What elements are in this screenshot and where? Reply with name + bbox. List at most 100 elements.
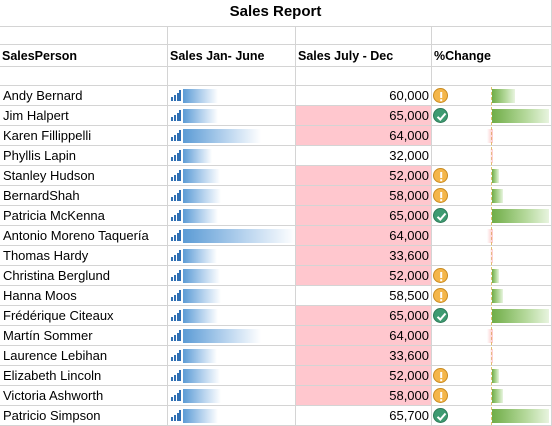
positive-change-bar <box>492 369 499 383</box>
header-sales-jan-june[interactable]: Sales Jan- June <box>168 45 296 67</box>
change-axis-line <box>491 367 492 385</box>
percent-change-cell[interactable] <box>432 106 552 126</box>
salesperson-cell[interactable]: Karen Fillippelli <box>0 126 168 146</box>
change-axis-line <box>491 127 492 145</box>
percent-change-cell[interactable] <box>432 146 552 166</box>
percent-change-cell[interactable] <box>432 366 552 386</box>
report-title[interactable]: Sales Report <box>0 0 552 27</box>
sales-jan-june-cell[interactable] <box>168 206 296 226</box>
percent-change-cell[interactable] <box>432 406 552 426</box>
sales-jan-june-cell[interactable] <box>168 366 296 386</box>
sales-july-dec-cell[interactable]: 52,000 <box>296 366 432 386</box>
sales-july-dec-cell[interactable]: 65,700 <box>296 406 432 426</box>
sales-data-bar <box>183 269 220 283</box>
sales-july-dec-cell[interactable]: 64,000 <box>296 226 432 246</box>
percent-change-cell[interactable] <box>432 346 552 366</box>
sales-july-dec-cell[interactable]: 58,000 <box>296 386 432 406</box>
sales-jan-june-cell[interactable] <box>168 126 296 146</box>
blank-cell[interactable] <box>432 27 552 45</box>
salesperson-cell[interactable]: Laurence Lebihan <box>0 346 168 366</box>
change-axis-line <box>491 87 492 105</box>
sales-jan-june-cell[interactable] <box>168 146 296 166</box>
sales-jan-june-cell[interactable] <box>168 226 296 246</box>
sales-july-dec-cell[interactable]: 64,000 <box>296 126 432 146</box>
salesperson-cell[interactable]: Antonio Moreno Taquería <box>0 226 168 246</box>
positive-change-bar <box>492 209 549 223</box>
salesperson-cell[interactable]: Christina Berglund <box>0 266 168 286</box>
sales-jan-june-cell[interactable] <box>168 346 296 366</box>
percent-change-cell[interactable] <box>432 306 552 326</box>
percent-change-cell[interactable] <box>432 246 552 266</box>
sales-jan-june-cell[interactable] <box>168 266 296 286</box>
blank-cell[interactable] <box>0 67 168 86</box>
sales-july-dec-cell[interactable]: 58,000 <box>296 186 432 206</box>
salesperson-cell[interactable]: Thomas Hardy <box>0 246 168 266</box>
salesperson-cell[interactable]: Martín Sommer <box>0 326 168 346</box>
blank-cell[interactable] <box>296 27 432 45</box>
salesperson-cell[interactable]: BernardShah <box>0 186 168 206</box>
header-sales-july-dec[interactable]: Sales July - Dec <box>296 45 432 67</box>
sales-july-dec-cell[interactable]: 58,500 <box>296 286 432 306</box>
sales-jan-june-cell[interactable] <box>168 246 296 266</box>
positive-change-bar <box>492 109 549 123</box>
header-salesperson[interactable]: SalesPerson <box>0 45 168 67</box>
salesperson-cell[interactable]: Patricio Simpson <box>0 406 168 426</box>
sales-jan-june-cell[interactable] <box>168 326 296 346</box>
salesperson-cell[interactable]: Andy Bernard <box>0 86 168 106</box>
salesperson-cell[interactable]: Elizabeth Lincoln <box>0 366 168 386</box>
sales-jan-june-cell[interactable] <box>168 286 296 306</box>
sales-jan-june-cell[interactable] <box>168 86 296 106</box>
salesperson-cell[interactable]: Hanna Moos <box>0 286 168 306</box>
salesperson-cell[interactable]: Frédérique Citeaux <box>0 306 168 326</box>
change-axis-line <box>491 307 492 325</box>
salesperson-cell[interactable]: Phyllis Lapin <box>0 146 168 166</box>
sales-july-dec-cell[interactable]: 32,000 <box>296 146 432 166</box>
blank-cell[interactable] <box>0 27 168 45</box>
sales-jan-june-cell[interactable] <box>168 186 296 206</box>
bar-chart-icon <box>171 250 181 261</box>
header-percent-change[interactable]: %Change <box>432 45 552 67</box>
change-axis-line <box>491 247 492 265</box>
sales-july-dec-cell[interactable]: 60,000 <box>296 86 432 106</box>
sales-july-dec-cell[interactable]: 52,000 <box>296 166 432 186</box>
change-axis-line <box>491 267 492 285</box>
percent-change-cell[interactable] <box>432 326 552 346</box>
sales-jan-june-cell[interactable] <box>168 386 296 406</box>
sales-july-dec-cell[interactable]: 65,000 <box>296 106 432 126</box>
sales-jan-june-cell[interactable] <box>168 166 296 186</box>
blank-cell[interactable] <box>432 67 552 86</box>
sales-july-dec-cell[interactable]: 65,000 <box>296 306 432 326</box>
percent-change-cell[interactable] <box>432 86 552 106</box>
sales-data-bar <box>183 189 221 203</box>
sales-july-dec-cell[interactable]: 52,000 <box>296 266 432 286</box>
sales-jan-june-cell[interactable] <box>168 406 296 426</box>
percent-change-cell[interactable] <box>432 286 552 306</box>
percent-change-cell[interactable] <box>432 386 552 406</box>
salesperson-cell[interactable]: Patricia McKenna <box>0 206 168 226</box>
percent-change-cell[interactable] <box>432 226 552 246</box>
change-axis-line <box>491 347 492 365</box>
sales-data-bar <box>183 209 218 223</box>
bar-chart-icon <box>171 270 181 281</box>
sales-july-dec-cell[interactable]: 33,600 <box>296 346 432 366</box>
salesperson-cell[interactable]: Stanley Hudson <box>0 166 168 186</box>
percent-change-cell[interactable] <box>432 126 552 146</box>
negative-change-bar <box>487 129 493 143</box>
percent-change-cell[interactable] <box>432 186 552 206</box>
sales-jan-june-cell[interactable] <box>168 306 296 326</box>
sales-jan-june-cell[interactable] <box>168 106 296 126</box>
blank-cell[interactable] <box>168 27 296 45</box>
percent-change-cell[interactable] <box>432 266 552 286</box>
salesperson-cell[interactable]: Jim Halpert <box>0 106 168 126</box>
sales-data-bar <box>183 129 261 143</box>
sales-july-dec-cell[interactable]: 33,600 <box>296 246 432 266</box>
percent-change-cell[interactable] <box>432 166 552 186</box>
blank-cell[interactable] <box>296 67 432 86</box>
percent-change-cell[interactable] <box>432 206 552 226</box>
sales-july-dec-cell[interactable]: 64,000 <box>296 326 432 346</box>
sales-july-dec-cell[interactable]: 65,000 <box>296 206 432 226</box>
blank-cell[interactable] <box>168 67 296 86</box>
change-axis-line <box>491 327 492 345</box>
salesperson-cell[interactable]: Victoria Ashworth <box>0 386 168 406</box>
